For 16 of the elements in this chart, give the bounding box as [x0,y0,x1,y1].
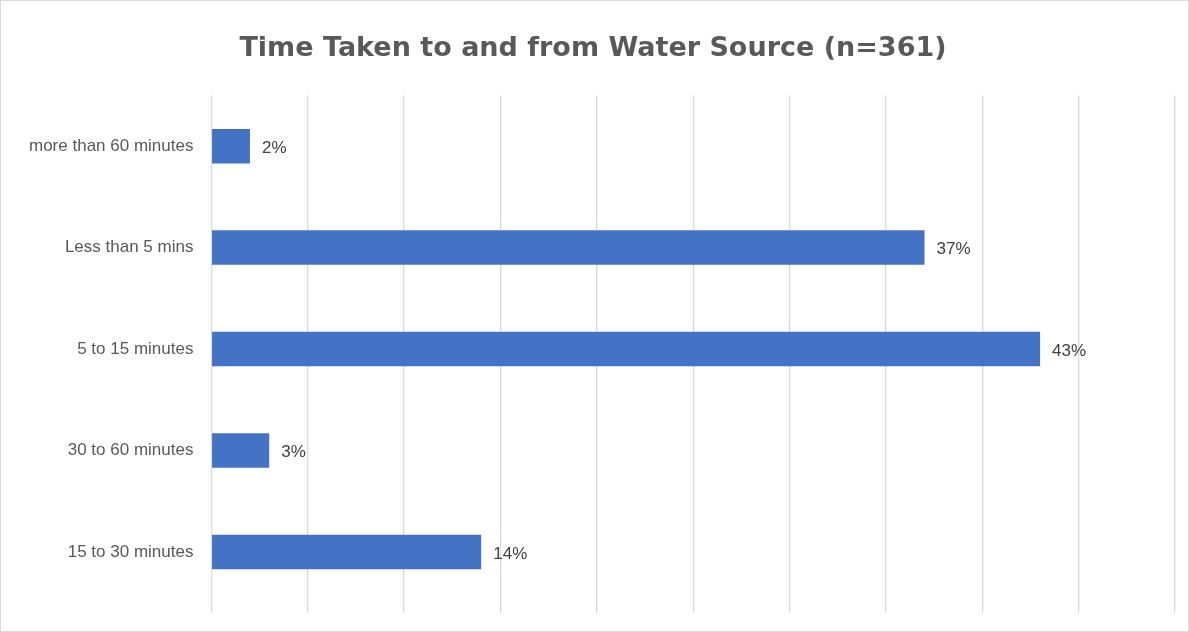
data-label: 2% [261,137,287,157]
bar [212,433,270,468]
bar [212,331,1041,367]
bar [212,534,482,570]
data-label: 14% [493,543,528,563]
data-label: 37% [936,239,971,259]
y-tick-label: Less than 5 mins [64,237,194,257]
y-tick-label: 5 to 15 minutes [77,338,194,358]
bar [212,128,250,164]
y-tick-label: 30 to 60 minutes [67,440,194,460]
data-label: 3% [281,442,306,462]
bar [212,230,925,265]
y-tick-label: 15 to 30 minutes [67,541,194,561]
y-tick-label: more than 60 minutes [29,135,194,155]
chart-title: Time Taken to and from Water Source (n=361) [239,31,947,63]
data-label: 43% [1052,340,1087,360]
